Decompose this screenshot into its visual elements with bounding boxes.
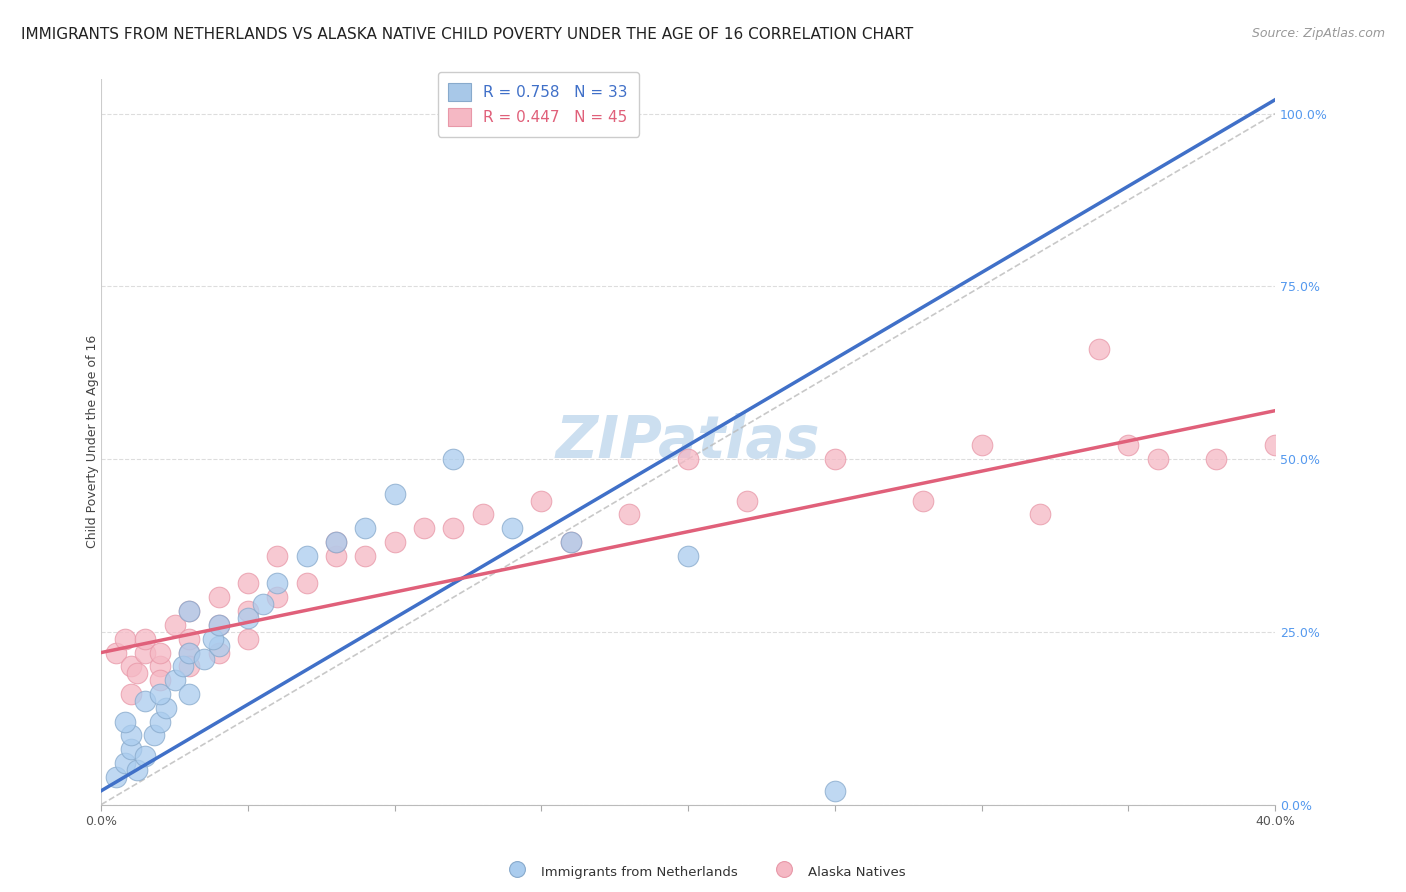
Point bbox=[735, 493, 758, 508]
Point bbox=[149, 687, 172, 701]
Legend: R = 0.758   N = 33, R = 0.447   N = 45: R = 0.758 N = 33, R = 0.447 N = 45 bbox=[437, 72, 638, 136]
Point bbox=[354, 521, 377, 535]
Point bbox=[104, 646, 127, 660]
Point bbox=[179, 604, 201, 618]
Point bbox=[120, 728, 142, 742]
Point bbox=[266, 549, 288, 563]
Text: Source: ZipAtlas.com: Source: ZipAtlas.com bbox=[1251, 27, 1385, 40]
Point bbox=[179, 646, 201, 660]
Point bbox=[506, 862, 529, 876]
Point bbox=[125, 763, 148, 777]
Text: Immigrants from Netherlands: Immigrants from Netherlands bbox=[541, 866, 738, 879]
Point bbox=[208, 646, 231, 660]
Point bbox=[560, 535, 582, 549]
Point bbox=[471, 508, 494, 522]
Point bbox=[1116, 438, 1139, 452]
Point bbox=[354, 549, 377, 563]
Point bbox=[325, 535, 347, 549]
Text: IMMIGRANTS FROM NETHERLANDS VS ALASKA NATIVE CHILD POVERTY UNDER THE AGE OF 16 C: IMMIGRANTS FROM NETHERLANDS VS ALASKA NA… bbox=[21, 27, 914, 42]
Point bbox=[114, 756, 136, 770]
Point bbox=[179, 604, 201, 618]
Point bbox=[193, 652, 215, 666]
Point bbox=[384, 535, 406, 549]
Point bbox=[134, 646, 156, 660]
Point bbox=[560, 535, 582, 549]
Point bbox=[134, 694, 156, 708]
Point bbox=[384, 486, 406, 500]
Point bbox=[208, 591, 231, 605]
Point bbox=[530, 493, 553, 508]
Point bbox=[208, 618, 231, 632]
Point bbox=[120, 742, 142, 756]
Point bbox=[179, 687, 201, 701]
Point bbox=[1146, 452, 1168, 467]
Point bbox=[441, 521, 464, 535]
Point bbox=[676, 452, 699, 467]
Point bbox=[208, 639, 231, 653]
Point bbox=[172, 659, 194, 673]
Point bbox=[114, 632, 136, 646]
Point bbox=[149, 646, 172, 660]
Point bbox=[252, 597, 274, 611]
Point bbox=[266, 591, 288, 605]
Point bbox=[143, 728, 166, 742]
Point bbox=[104, 770, 127, 784]
Point bbox=[155, 700, 177, 714]
Point bbox=[120, 687, 142, 701]
Point bbox=[413, 521, 436, 535]
Point bbox=[149, 673, 172, 688]
Point bbox=[1264, 438, 1286, 452]
Point bbox=[295, 549, 318, 563]
Point bbox=[325, 549, 347, 563]
Point bbox=[619, 508, 641, 522]
Text: ZIPatlas: ZIPatlas bbox=[555, 413, 820, 470]
Point bbox=[149, 659, 172, 673]
Point bbox=[236, 576, 259, 591]
Y-axis label: Child Poverty Under the Age of 16: Child Poverty Under the Age of 16 bbox=[86, 335, 100, 549]
Point bbox=[125, 666, 148, 681]
Point bbox=[120, 659, 142, 673]
Point bbox=[236, 632, 259, 646]
Point bbox=[773, 862, 796, 876]
Point bbox=[1205, 452, 1227, 467]
Point bbox=[149, 714, 172, 729]
Point bbox=[824, 783, 846, 797]
Point bbox=[1029, 508, 1052, 522]
Point bbox=[163, 618, 186, 632]
Point bbox=[179, 659, 201, 673]
Point bbox=[114, 714, 136, 729]
Point bbox=[236, 611, 259, 625]
Point bbox=[134, 749, 156, 764]
Point bbox=[824, 452, 846, 467]
Point bbox=[201, 632, 224, 646]
Point bbox=[441, 452, 464, 467]
Point bbox=[134, 632, 156, 646]
Point bbox=[295, 576, 318, 591]
Point bbox=[179, 646, 201, 660]
Point bbox=[236, 604, 259, 618]
Point bbox=[266, 576, 288, 591]
Point bbox=[163, 673, 186, 688]
Point bbox=[501, 521, 523, 535]
Point bbox=[208, 618, 231, 632]
Text: Alaska Natives: Alaska Natives bbox=[808, 866, 905, 879]
Point bbox=[911, 493, 934, 508]
Point bbox=[1088, 342, 1111, 356]
Point bbox=[179, 632, 201, 646]
Point bbox=[970, 438, 993, 452]
Point bbox=[325, 535, 347, 549]
Point bbox=[676, 549, 699, 563]
